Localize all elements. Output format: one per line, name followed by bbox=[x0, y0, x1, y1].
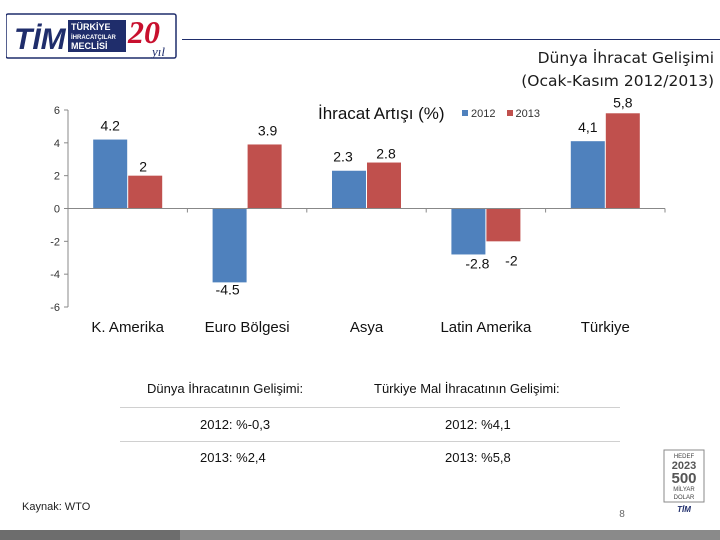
data-label: 2.8 bbox=[376, 146, 396, 162]
bar-2012 bbox=[93, 139, 128, 209]
bar-2012 bbox=[570, 141, 605, 209]
world-2013-value: 2013: %2,4 bbox=[200, 450, 266, 465]
source-note: Kaynak: WTO bbox=[22, 501, 91, 513]
logo-brand: TİM bbox=[14, 23, 67, 56]
chart-legend: 2012 2013 bbox=[462, 108, 548, 120]
logo-anniversary-number: 20 bbox=[127, 14, 160, 50]
table-divider bbox=[120, 407, 620, 408]
chart-title: İhracat Artışı (%) bbox=[318, 104, 445, 123]
bar-2012 bbox=[451, 208, 486, 255]
data-label: 5,8 bbox=[613, 95, 633, 110]
world-growth-title: Dünya İhracatının Gelişimi: bbox=[147, 381, 304, 396]
data-label: -4.5 bbox=[216, 281, 240, 297]
category-label: Euro Bölgesi bbox=[205, 319, 290, 336]
bottom-bar-segment bbox=[0, 530, 180, 540]
y-tick-label: -4 bbox=[50, 269, 60, 281]
bar-2013 bbox=[367, 162, 401, 209]
badge-line4: MİLYAR bbox=[673, 486, 695, 493]
category-label: Türkiye bbox=[581, 319, 630, 336]
legend-item-2013: 2013 bbox=[506, 108, 541, 120]
world-2012-value: 2012: %-0,3 bbox=[200, 417, 271, 432]
logo-line1: TÜRKİYE bbox=[71, 22, 111, 32]
bar-2012 bbox=[332, 170, 366, 209]
y-tick-label: 4 bbox=[54, 138, 60, 150]
bottom-bar bbox=[0, 530, 720, 540]
page-number: 8 bbox=[619, 509, 625, 520]
badge-line6: TİM bbox=[677, 505, 691, 514]
logo-line2: İHRACATÇILAR bbox=[71, 34, 117, 41]
bar-2013 bbox=[128, 175, 163, 209]
data-label: 4.2 bbox=[100, 118, 120, 134]
data-label: 4,1 bbox=[578, 119, 598, 135]
header-divider bbox=[182, 39, 720, 40]
y-tick-label: 6 bbox=[54, 105, 60, 117]
y-tick-label: -6 bbox=[50, 302, 60, 314]
data-label: 2.3 bbox=[333, 149, 353, 165]
turkey-2013-value: 2013: %5,8 bbox=[445, 450, 511, 465]
legend-label-2012: 2012 bbox=[471, 108, 496, 120]
data-label: -2 bbox=[505, 252, 518, 268]
category-label: Latin Amerika bbox=[440, 319, 532, 336]
legend-item-2012: 2012 bbox=[462, 108, 495, 120]
badge-line3: 500 bbox=[671, 470, 696, 487]
badge-line1: HEDEF bbox=[674, 454, 695, 460]
y-tick-label: -2 bbox=[50, 236, 60, 248]
hedef-2023-badge: HEDEF 2023 500 MİLYAR DOLAR TİM bbox=[663, 449, 705, 514]
bar-2012 bbox=[212, 208, 247, 283]
slide-title: Dünya İhracat Gelişimi bbox=[537, 49, 714, 67]
bar-2013 bbox=[605, 113, 640, 209]
legend-swatch-2012 bbox=[462, 110, 468, 116]
badge-line5: DOLAR bbox=[674, 495, 695, 501]
bar-2013 bbox=[486, 208, 521, 242]
bar-2013 bbox=[247, 144, 282, 209]
logo-anniversary-word: yıl bbox=[150, 44, 165, 59]
legend-swatch-2013 bbox=[506, 110, 513, 116]
tim-logo: TİM TÜRKİYE İHRACATÇILAR MECLİSİ 20 yıl bbox=[6, 13, 177, 59]
turkey-growth-title: Türkiye Mal İhracatının Gelişimi: bbox=[374, 381, 560, 396]
y-tick-label: 0 bbox=[54, 204, 60, 216]
badge-line2: 2023 bbox=[672, 460, 696, 472]
category-label: Asya bbox=[350, 319, 384, 336]
data-label: 3.9 bbox=[258, 122, 278, 138]
table-divider bbox=[120, 441, 620, 442]
turkey-2012-value: 2012: %4,1 bbox=[445, 417, 511, 432]
category-label: K. Amerika bbox=[91, 319, 164, 336]
y-tick-label: 2 bbox=[54, 171, 60, 183]
logo-line3: MECLİSİ bbox=[71, 41, 108, 51]
export-growth-chart: 6 4 2 0 -2 -4 -6 K. Amerika Euro Bölgesi Asya Lati… bbox=[50, 95, 666, 336]
slide-subtitle: (Ocak-Kasım 2012/2013) bbox=[521, 72, 714, 90]
data-label: 2 bbox=[139, 159, 147, 175]
data-label: -2.8 bbox=[465, 255, 489, 271]
legend-label-2013: 2013 bbox=[515, 108, 541, 120]
